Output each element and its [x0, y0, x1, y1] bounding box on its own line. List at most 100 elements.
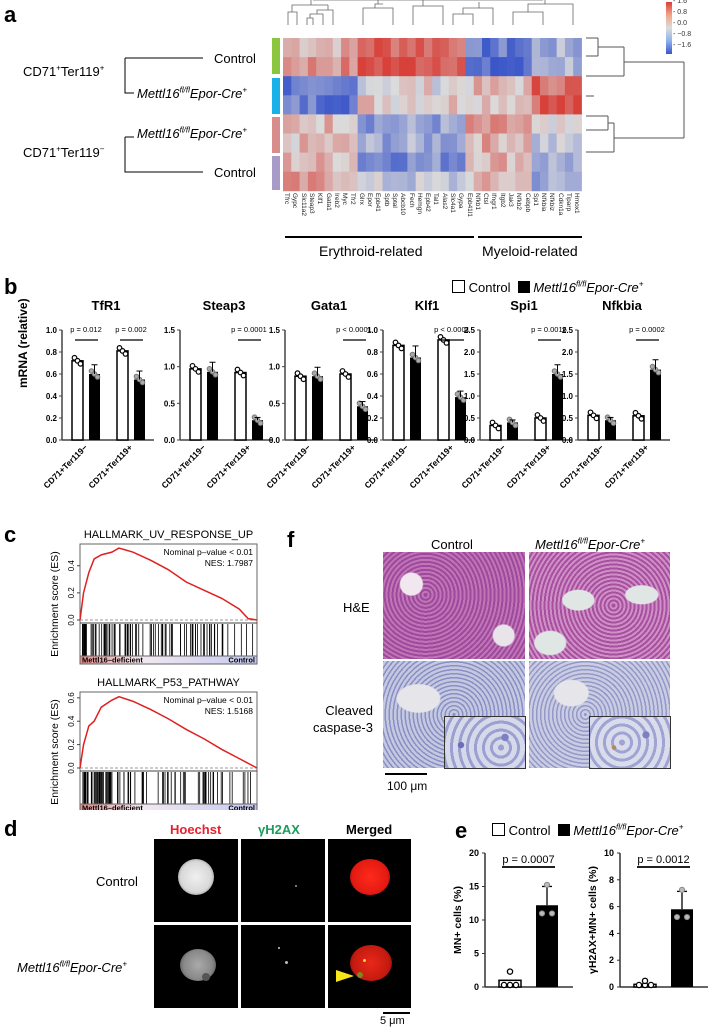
- svg-text:MN+ cells (%): MN+ cells (%): [452, 886, 464, 954]
- caspase-control-inset: [444, 716, 526, 769]
- legend-ko-label: Mettl16fl/flEpor-Cre+: [533, 279, 644, 295]
- svg-text:0.2: 0.2: [67, 587, 76, 599]
- gene-label-gypa: Gypa: [457, 193, 465, 209]
- gene-label-slc11a2: Slc11a2: [299, 193, 307, 217]
- svg-text:CD71+Ter119+: CD71+Ter119+: [602, 442, 650, 490]
- mn-bar-chart-2: 0 2 4 6 8 10 γH2AX+MN+ cells (%) p = 0.0012: [587, 848, 708, 992]
- svg-text:p < 0.0001: p < 0.0001: [336, 325, 372, 334]
- gene-label-cdkn1a: Cdkn1a: [556, 193, 564, 216]
- svg-text:CD71+Ter119−: CD71+Ter119−: [459, 442, 507, 490]
- f-scalebar: [385, 773, 427, 775]
- svg-text:0.4: 0.4: [367, 392, 379, 401]
- svg-text:0: 0: [474, 982, 479, 992]
- gh2ax-control-image: [241, 839, 325, 922]
- gene-label-slc4a1: Slc4a1: [448, 193, 456, 213]
- micronucleus-bar-charts: 0 5 10 15 20 MN+ cells (%) p = 0.0007 0 2 4 6 8 10 γH…: [452, 848, 708, 992]
- svg-text:Control: Control: [228, 656, 255, 665]
- category-myeloid: Myeloid-related: [482, 243, 578, 259]
- d-col-gh2ax: γH2AX: [258, 822, 300, 837]
- svg-text:20: 20: [469, 848, 479, 858]
- gsea-plots: HALLMARK_UV_RESPONSE_UP 0.0 0.2 0.4 Enrichme…: [49, 529, 258, 811]
- bar-chart-gata1: Gata1 0.0 0.5 1.0 1.5 CD71+Ter119− p < 0.0001 C…: [264, 298, 377, 490]
- svg-text:NES: 1.5168: NES: 1.5168: [205, 706, 253, 716]
- gene-label-epb41l1: Epb41l1: [465, 193, 473, 217]
- f-col-control: Control: [431, 537, 473, 552]
- gene-label-ctsl: Ctsl: [482, 193, 490, 205]
- d-col-hoechst: Hoechst: [170, 822, 222, 837]
- gene-label-epb41: Epb41: [374, 193, 382, 212]
- svg-text:0: 0: [609, 982, 614, 992]
- caspase-control-image: [383, 661, 526, 769]
- svg-text:0.2: 0.2: [67, 739, 76, 751]
- merged-ko-image: [328, 925, 411, 1008]
- svg-text:Mettl16–deficient: Mettl16–deficient: [82, 656, 143, 665]
- bar-chart-nfkbia: Nfkbia 0.0 0.5 1.0 1.5 2.0 2.5 CD71+Ter119− p = …: [557, 298, 670, 490]
- svg-text:1.5: 1.5: [164, 326, 176, 335]
- caspase-ko-image: [529, 661, 671, 769]
- he-ko-image: [529, 552, 670, 659]
- legend-e-ko-label: Mettl16fl/flEpor-Cre+: [573, 822, 684, 838]
- bar-chart-tfr1: TfR1 0.0 0.2 0.4 0.6 0.8 1.0 p = 0.012 CD71+Ter1…: [41, 298, 154, 490]
- d-col-merged: Merged: [346, 822, 393, 837]
- bar-chart-klf1: Klf1 0.0 0.2 0.4 0.6 0.8 1.0 CD71+Ter119− p < 0.…: [362, 298, 475, 490]
- group-label-cd71-ter119-pos: CD71+Ter119+: [23, 63, 105, 79]
- svg-text:0.2: 0.2: [367, 414, 379, 423]
- svg-text:Nfkbia: Nfkbia: [602, 298, 643, 313]
- svg-text:Klf1: Klf1: [415, 298, 440, 313]
- gene-label-tiparp: Tiparp: [565, 193, 573, 212]
- svg-text:Gata1: Gata1: [311, 298, 347, 313]
- svg-text:HALLMARK_UV_RESPONSE_UP: HALLMARK_UV_RESPONSE_UP: [84, 529, 253, 541]
- svg-text:0.6: 0.6: [46, 370, 58, 379]
- svg-text:10: 10: [469, 915, 479, 925]
- svg-text:γH2AX+MN+ cells (%): γH2AX+MN+ cells (%): [587, 866, 599, 974]
- svg-text:p = 0.012: p = 0.012: [70, 325, 102, 334]
- d-scalebar: [383, 1012, 410, 1014]
- row-label-control-1: Control: [214, 51, 256, 66]
- legend-e-swatch-control: [492, 823, 505, 836]
- row-color-strip-control-neg: [272, 156, 280, 190]
- colorbar-tick: - 0.8: [673, 9, 688, 16]
- gene-label-jak3: Jak3: [507, 193, 515, 207]
- svg-text:CD71+Ter119−: CD71+Ter119−: [264, 442, 312, 490]
- gene-label-tfr2: Tfr2: [349, 193, 357, 205]
- svg-text:2.0: 2.0: [562, 348, 574, 357]
- row-color-strip-control-pos: [272, 38, 280, 74]
- svg-text:CD71+Ter119−: CD71+Ter119−: [557, 442, 605, 490]
- legend-e-swatch-ko: [557, 824, 570, 836]
- svg-text:8: 8: [609, 875, 614, 885]
- svg-text:1.0: 1.0: [367, 326, 379, 335]
- row-dendrogram: [586, 37, 685, 153]
- row-label-ko-2: Mettl16fl/flEpor-Cre+: [137, 125, 248, 141]
- gene-label-abcb10: Abcb10: [399, 193, 407, 216]
- svg-text:CD71+Ter119+: CD71+Ter119+: [309, 442, 357, 490]
- gene-label-epb42: Epb42: [424, 193, 432, 212]
- svg-text:TfR1: TfR1: [92, 298, 121, 313]
- f-row-he: H&E: [343, 600, 370, 615]
- svg-text:Spi1: Spi1: [510, 298, 537, 313]
- svg-text:NES: 1.7987: NES: 1.7987: [205, 558, 253, 568]
- gene-label-ifngr1: Ifngr1: [490, 193, 498, 210]
- panel-label-b: b: [4, 274, 18, 299]
- svg-text:2: 2: [609, 955, 614, 965]
- gene-label-hemgn: Hemgn: [415, 193, 423, 214]
- svg-text:0.8: 0.8: [46, 348, 58, 357]
- gh2ax-ko-image: [241, 925, 325, 1008]
- row-label-control-2: Control: [214, 165, 256, 180]
- colorbar: [666, 2, 672, 54]
- group-label-cd71-ter119-neg: CD71+Ter119−: [23, 144, 105, 160]
- svg-text:Steap3: Steap3: [203, 298, 246, 313]
- svg-text:0.6: 0.6: [67, 692, 76, 704]
- legend-e-control-label: Control: [508, 823, 551, 838]
- svg-text:p = 0.0001: p = 0.0001: [231, 325, 267, 334]
- colorbar-tick: - 0.0: [673, 20, 688, 27]
- svg-text:Control: Control: [228, 804, 255, 811]
- svg-text:0.5: 0.5: [269, 399, 281, 408]
- legend-e: Control Mettl16fl/flEpor-Cre+: [492, 823, 683, 838]
- gene-label-steap3: Steap3: [308, 193, 316, 214]
- svg-text:Enrichment score (ES): Enrichment score (ES): [49, 699, 61, 805]
- svg-text:15: 15: [469, 882, 479, 892]
- row-color-strip-ko-pos: [272, 78, 280, 114]
- row-label-ko-1: Mettl16fl/flEpor-Cre+: [137, 85, 248, 101]
- gene-label-nfkb1: Nfkb1: [473, 193, 481, 210]
- svg-text:p = 0.0007: p = 0.0007: [502, 854, 554, 866]
